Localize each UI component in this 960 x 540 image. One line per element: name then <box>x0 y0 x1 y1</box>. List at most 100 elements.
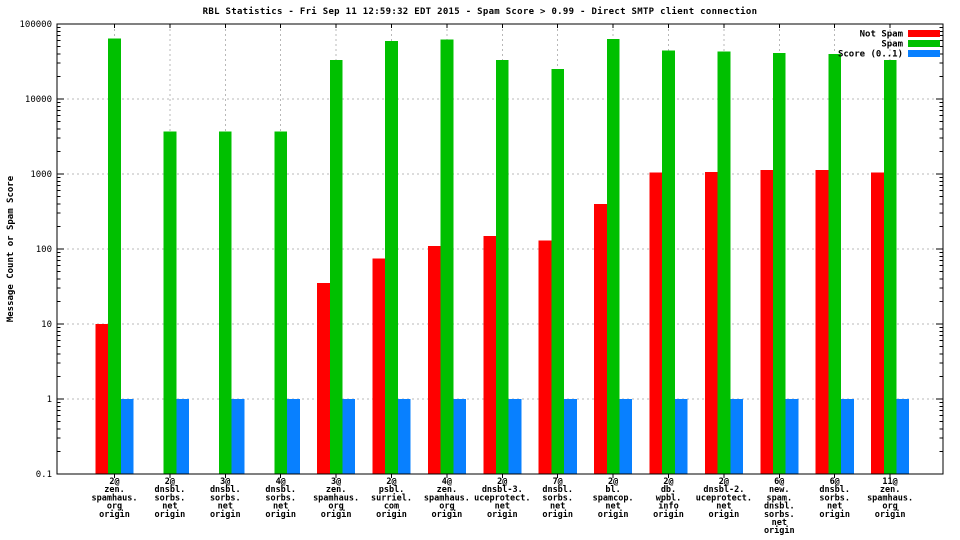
x-category-label: org <box>107 502 122 512</box>
bar-score-0-1--12 <box>785 399 799 474</box>
bar-not-spam-13 <box>815 170 829 475</box>
y-tick-label: 10 <box>41 320 52 330</box>
bar-spam-0 <box>108 38 121 475</box>
bar-spam-8 <box>551 69 565 474</box>
x-category-label: origin <box>210 509 241 520</box>
bar-spam-14 <box>883 60 897 475</box>
x-category-label: 2@ <box>109 477 119 487</box>
legend-swatch <box>908 30 940 37</box>
x-category-label: sorbs. <box>764 510 795 520</box>
x-category-label: origin <box>265 509 296 520</box>
x-category-label: 3@ <box>331 477 341 487</box>
x-category-label: uceprotect. <box>474 493 530 503</box>
x-category-label: org <box>439 502 454 512</box>
y-tick-label: 0.1 <box>36 470 52 480</box>
bar-score-0-1--0 <box>120 399 134 474</box>
x-category-label: net <box>827 502 842 512</box>
x-category-label: origin <box>542 509 573 520</box>
x-category-label: bl. <box>605 485 620 495</box>
bar-not-spam-7 <box>483 235 496 474</box>
x-category-label: 4@ <box>442 477 452 487</box>
x-category-label: dnsbl. <box>155 485 186 495</box>
x-category-label: sorbs. <box>155 493 186 503</box>
y-tick-label: 1000 <box>30 170 52 180</box>
bar-score-0-1--10 <box>674 399 688 474</box>
x-category-label: origin <box>487 509 518 520</box>
legend-swatch <box>908 40 940 47</box>
chart-title: RBL Statistics - Fri Sep 11 12:59:32 EDT… <box>203 6 758 17</box>
y-tick-label: 1 <box>47 395 52 405</box>
bar-not-spam-12 <box>760 170 773 475</box>
x-category-label: origin <box>432 509 463 520</box>
x-category-label: zen. <box>326 485 346 495</box>
legend-label: Spam <box>881 40 903 50</box>
x-category-label: 7@ <box>553 477 563 487</box>
x-category-label: spam. <box>767 493 793 503</box>
y-axis-label: Message Count or Spam Score <box>6 175 16 322</box>
bar-not-spam-10 <box>649 172 663 474</box>
x-category-label: com <box>384 502 399 512</box>
x-category-label: 2@ <box>386 477 396 487</box>
legend-swatch <box>908 50 940 57</box>
x-category-label: net <box>716 502 731 512</box>
x-category-label: 6@ <box>774 477 784 487</box>
x-axis-labels: 2@zen.spamhaus.orgorigin2@dnsbl.sorbs.ne… <box>91 477 913 536</box>
bar-not-spam-14 <box>871 172 884 474</box>
x-category-label: sorbs. <box>210 493 241 503</box>
legend-label: Not Spam <box>860 30 904 40</box>
x-category-label: 4@ <box>276 477 286 487</box>
x-category-label: 11@ <box>882 477 897 487</box>
bar-not-spam-4 <box>317 283 330 474</box>
x-category-label: origin <box>598 509 629 520</box>
bar-score-0-1--6 <box>453 399 466 474</box>
x-category-label: db. <box>661 485 676 495</box>
bar-spam-1 <box>163 131 177 474</box>
x-category-label: origin <box>819 509 850 520</box>
bar-score-0-1--14 <box>896 399 910 474</box>
x-category-label: dnsbl. <box>819 485 850 495</box>
x-category-label: spamcop. <box>593 493 634 503</box>
x-category-label: zen. <box>104 485 124 495</box>
x-category-label: spamhaus. <box>91 493 137 503</box>
bar-not-spam-6 <box>427 245 441 474</box>
bar-spam-12 <box>772 53 786 475</box>
x-category-label: dnsbl-2. <box>703 485 744 495</box>
legend-label: Score (0..1) <box>838 50 903 60</box>
bar-score-0-1--13 <box>841 399 854 474</box>
x-category-label: origin <box>321 509 352 520</box>
x-category-label: spamhaus. <box>313 493 359 503</box>
x-category-label: org <box>882 502 897 512</box>
bar-score-0-1--7 <box>508 399 522 474</box>
x-category-label: dnsbl. <box>542 485 573 495</box>
bar-spam-5 <box>385 41 398 475</box>
x-category-label: sorbs. <box>542 493 573 503</box>
x-category-label: origin <box>376 509 407 520</box>
x-category-label: dnsbl. <box>210 485 241 495</box>
x-category-label: 3@ <box>220 477 230 487</box>
y-axis-ticks: 0.1 1 10 100 1000 10000 100000 <box>19 20 52 480</box>
x-category-label: new. <box>769 485 789 495</box>
axes <box>56 23 944 478</box>
bar-not-spam-8 <box>538 240 552 474</box>
x-category-label: net <box>772 518 787 528</box>
x-category-label: origin <box>875 509 906 520</box>
y-tick-label: 10000 <box>25 95 52 105</box>
bar-score-0-1--3 <box>287 399 300 474</box>
bar-score-0-1--5 <box>397 399 411 474</box>
bar-spam-2 <box>218 131 232 474</box>
x-category-label: spamhaus. <box>867 493 913 503</box>
x-category-label: origin <box>764 525 795 536</box>
x-category-label: net <box>273 502 288 512</box>
bar-spam-11 <box>717 51 731 474</box>
x-category-label: dnsbl. <box>764 502 795 512</box>
x-category-label: origin <box>99 509 130 520</box>
bar-score-0-1--1 <box>176 399 189 474</box>
bar-spam-6 <box>440 39 454 475</box>
bar-spam-13 <box>828 53 842 475</box>
x-category-label: net <box>162 502 177 512</box>
x-category-label: origin <box>155 509 186 520</box>
y-tick-label: 100 <box>36 245 52 255</box>
x-category-label: surriel. <box>371 492 412 503</box>
